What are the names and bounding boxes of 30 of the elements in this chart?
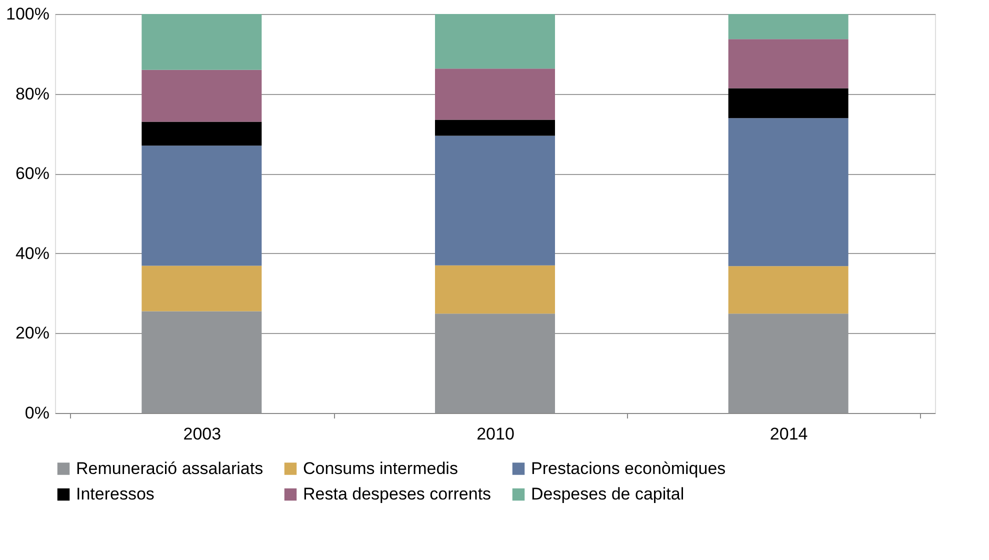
bar bbox=[142, 146, 262, 266]
y-tick-label: 100% bbox=[6, 4, 50, 24]
legend-label: Consums intermedis bbox=[303, 458, 458, 478]
legend-label: Resta despeses corrents bbox=[303, 484, 492, 504]
bar bbox=[142, 14, 262, 70]
bar bbox=[728, 118, 848, 266]
legend-label: Prestacions econòmiques bbox=[531, 458, 726, 478]
y-tick-label: 80% bbox=[15, 84, 50, 104]
bar bbox=[435, 136, 555, 266]
bar bbox=[728, 266, 848, 314]
bar bbox=[435, 265, 555, 314]
bar bbox=[142, 70, 262, 122]
bar bbox=[728, 14, 848, 40]
y-tick-label: 40% bbox=[15, 244, 50, 263]
x-tick-label: 2014 bbox=[770, 424, 808, 444]
bar bbox=[142, 266, 262, 312]
x-tick-label: 2003 bbox=[183, 424, 222, 444]
legend-label: Remuneració assalariats bbox=[76, 458, 264, 478]
legend-label: Despeses de capital bbox=[531, 484, 684, 504]
y-tick-label: 0% bbox=[24, 404, 50, 422]
y-tick-label: 60% bbox=[15, 164, 50, 184]
bar bbox=[435, 120, 555, 136]
x-tick-label: 2010 bbox=[476, 424, 514, 444]
bar bbox=[435, 68, 555, 120]
bar bbox=[728, 39, 848, 88]
bar bbox=[435, 14, 555, 69]
legend-label: Interessos bbox=[76, 484, 154, 504]
bar bbox=[142, 122, 262, 146]
bar bbox=[728, 88, 848, 118]
y-tick-label: 20% bbox=[15, 324, 50, 343]
